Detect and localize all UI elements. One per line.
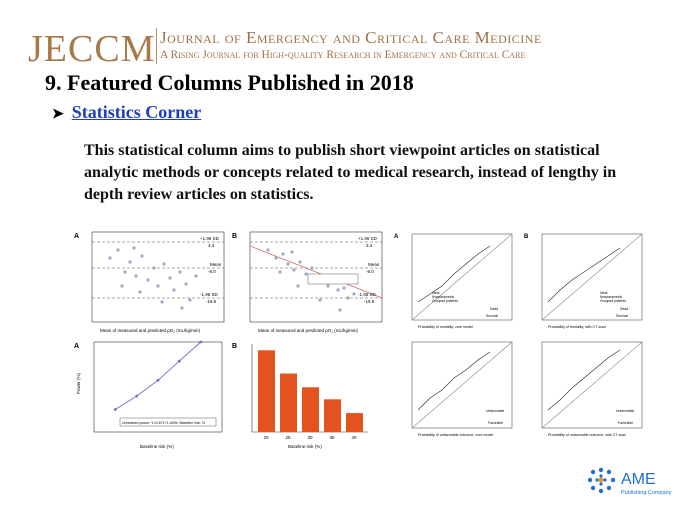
svg-text:Dead: Dead — [620, 307, 628, 311]
svg-text:Probability of unfavorable out: Probability of unfavorable outcome, with… — [548, 433, 626, 437]
bar-30 — [302, 387, 319, 432]
journal-subtitle: A Rising Journal for High-quality Resear… — [160, 49, 525, 61]
bland-altman-plot-a: A +1.96 SD 3.4 Mean -8.0 -1.96 SD -19.5 … — [70, 228, 228, 336]
svg-text:Survival: Survival — [616, 314, 628, 318]
svg-text:Unfavorable: Unfavorable — [616, 409, 634, 413]
bar-40 — [346, 413, 363, 432]
bar-35 — [324, 399, 341, 432]
journal-title: Journal of Emergency and Critical Care M… — [160, 28, 542, 48]
calibration-plots: A Probability of mortality, core model I… — [390, 228, 652, 440]
line-point-25 — [135, 395, 138, 398]
lower-limit-value: -19.5 — [206, 299, 217, 304]
line-point-20 — [114, 408, 117, 411]
svg-text:Dead: Dead — [490, 307, 498, 311]
column-description: This statistical column aims to publish … — [84, 140, 624, 206]
journal-header: JECCM Journal of Emergency and Critical … — [28, 26, 678, 70]
svg-text:Favorable: Favorable — [618, 421, 633, 425]
bar-tick-20: 20 — [264, 435, 270, 440]
bar-25 — [280, 374, 297, 432]
x-axis-label: Baseline risk (%) — [140, 444, 174, 449]
panel-label-a-2: A — [74, 343, 79, 350]
panel-label-a: A — [74, 233, 79, 240]
power-series-line — [115, 342, 200, 410]
svg-text:Probability of mortality, core: Probability of mortality, core model — [418, 325, 473, 329]
lower-limit-label: -1.96 SD — [200, 292, 219, 297]
lower-limit-value: -19.5 — [364, 299, 375, 304]
svg-text:A: A — [394, 234, 399, 240]
arrow-bullet-icon: ➤ — [52, 107, 64, 122]
section-heading: ➤ Statistics Corner — [52, 102, 201, 123]
calibration-plot-a: A Probability of mortality, core model I… — [394, 234, 512, 329]
ame-publisher-logo: AME Publishing Company — [583, 462, 683, 502]
upper-limit-value: 3.4 — [208, 243, 215, 248]
line-point-35 — [178, 360, 181, 363]
journal-logo: JECCM — [28, 30, 155, 68]
bland-altman-plot-b: B +1.96 SD 3.4 Mean -8.0 -1.96 SD -19.5 … — [228, 228, 386, 336]
panel-label-b-2: B — [232, 343, 237, 350]
bar-tick-35: 35 — [330, 435, 336, 440]
x-axis-label: Mean of measured and predicted pO₂ (mL/k… — [258, 328, 359, 333]
ame-tagline: Publishing Company — [621, 490, 672, 496]
statistics-corner-link[interactable]: Statistics Corner — [72, 102, 201, 122]
bar-tick-30: 30 — [308, 435, 314, 440]
svg-text:Probability of mortality, with: Probability of mortality, with CT scan — [548, 325, 606, 329]
baseline-risk-bar-plot: 20 25 30 35 40 B Baseline risk (%) — [228, 336, 378, 454]
calibration-plot-d: Probability of unfavorable outcome, with… — [542, 342, 642, 437]
svg-text:Favorable: Favorable — [488, 421, 503, 425]
line-point-30 — [157, 379, 160, 382]
calibration-plot-c: Probability of unfavorable outcome, core… — [412, 342, 512, 437]
svg-text:Unfavorable: Unfavorable — [486, 409, 504, 413]
mean-value: -8.0 — [208, 269, 216, 274]
line-point-40 — [199, 341, 202, 344]
lower-limit-label: -1.96 SD — [358, 292, 377, 297]
x-axis-label: Baseline risk (%) — [288, 444, 322, 449]
panel-label-b: B — [232, 233, 237, 240]
svg-text:Survival: Survival — [486, 314, 498, 318]
bar-tick-25: 25 — [286, 435, 292, 440]
svg-text:Grouped patients: Grouped patients — [432, 299, 458, 303]
svg-text:Probability of unfavorable out: Probability of unfavorable outcome, core… — [418, 433, 493, 437]
slide-title: 9. Featured Columns Published in 2018 — [45, 70, 414, 96]
upper-limit-label: +1.96 SD — [358, 236, 378, 241]
bar-tick-40: 40 — [352, 435, 358, 440]
power-line-plot: Unrelaxed power: Y=0.671+1.499x; Baselin… — [70, 336, 228, 454]
upper-limit-label: +1.96 SD — [200, 236, 220, 241]
mean-label: Mean — [210, 262, 222, 267]
x-axis-label: Mean of measured and predicted pO₂ (mL/k… — [100, 328, 201, 333]
upper-limit-value: 3.4 — [366, 243, 373, 248]
y-axis-label: Power (%) — [76, 372, 81, 394]
line-legend: Unrelaxed power: Y=0.671+1.499x; Baselin… — [122, 421, 206, 425]
mean-label: Mean — [368, 262, 380, 267]
header-divider — [156, 28, 157, 64]
svg-text:B: B — [524, 234, 529, 240]
svg-text:Grouped patients: Grouped patients — [600, 299, 626, 303]
calibration-plot-b: B Probability of mortality, with CT scan… — [524, 234, 642, 329]
bar-20 — [258, 350, 275, 432]
ame-name: AME — [621, 471, 656, 488]
mean-value: -8.0 — [366, 269, 374, 274]
